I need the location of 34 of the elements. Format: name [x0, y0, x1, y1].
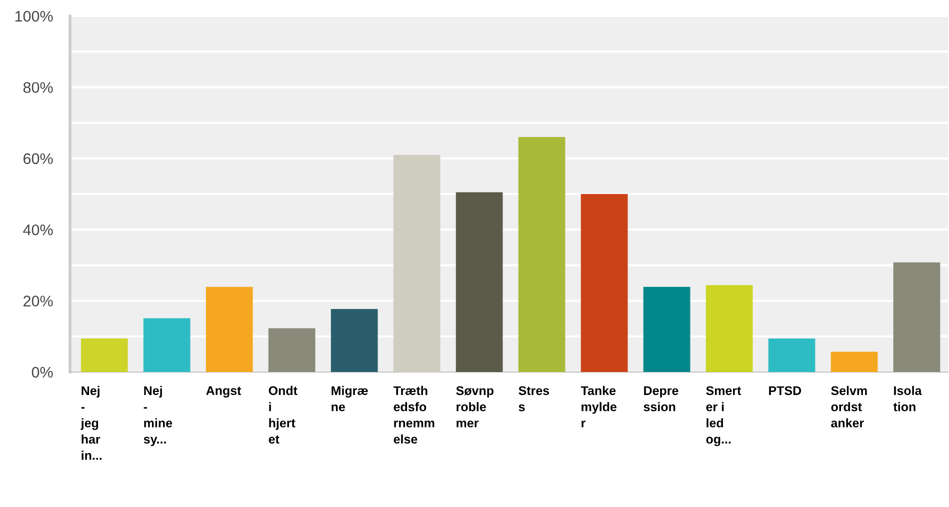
- x-tick-label: Migræ ne: [332, 386, 368, 412]
- y-tick-label: 80%: [23, 82, 53, 93]
- y-tick-label: 40%: [23, 224, 53, 236]
- x-tick-label: Ondt i hjert et: [268, 386, 298, 444]
- y-tick-label: 60%: [24, 153, 53, 164]
- x-tick-label: Stres s: [518, 386, 550, 412]
- bar: [143, 318, 190, 372]
- bar: [206, 286, 253, 372]
- bar: [893, 262, 940, 372]
- bar: [268, 328, 316, 372]
- x-tick-label: Søvnp roble mer: [456, 386, 494, 428]
- x-tick-label: Isola tion: [893, 386, 922, 412]
- x-tick-label: Selvm ordst anker: [831, 386, 867, 428]
- x-tick-label: Smert er i led og...: [706, 386, 742, 446]
- y-tick-label: 20%: [24, 296, 53, 306]
- bar: [456, 192, 503, 372]
- y-tick-label: 0%: [32, 366, 53, 378]
- bar: [393, 154, 440, 372]
- bar: [518, 137, 566, 372]
- bar: [706, 285, 753, 372]
- x-tick-label: Nej - mine sy...: [144, 386, 172, 446]
- x-tick-label: Træth edsfo rnemm else: [393, 386, 434, 444]
- bar: [80, 338, 128, 372]
- x-tick-label: Angst: [206, 386, 242, 398]
- x-tick-label: Tanke mylde r: [580, 386, 616, 428]
- bar: [830, 352, 878, 372]
- bar: [643, 286, 690, 372]
- bar: [768, 338, 816, 372]
- x-tick-label: PTSD: [769, 386, 802, 396]
- x-tick-label: Nej - jeg har in...: [80, 386, 102, 460]
- y-tick-label: 100%: [15, 10, 53, 22]
- x-tick-label: Depre ssion: [644, 386, 678, 412]
- bar: [330, 308, 378, 372]
- bar: [580, 194, 628, 372]
